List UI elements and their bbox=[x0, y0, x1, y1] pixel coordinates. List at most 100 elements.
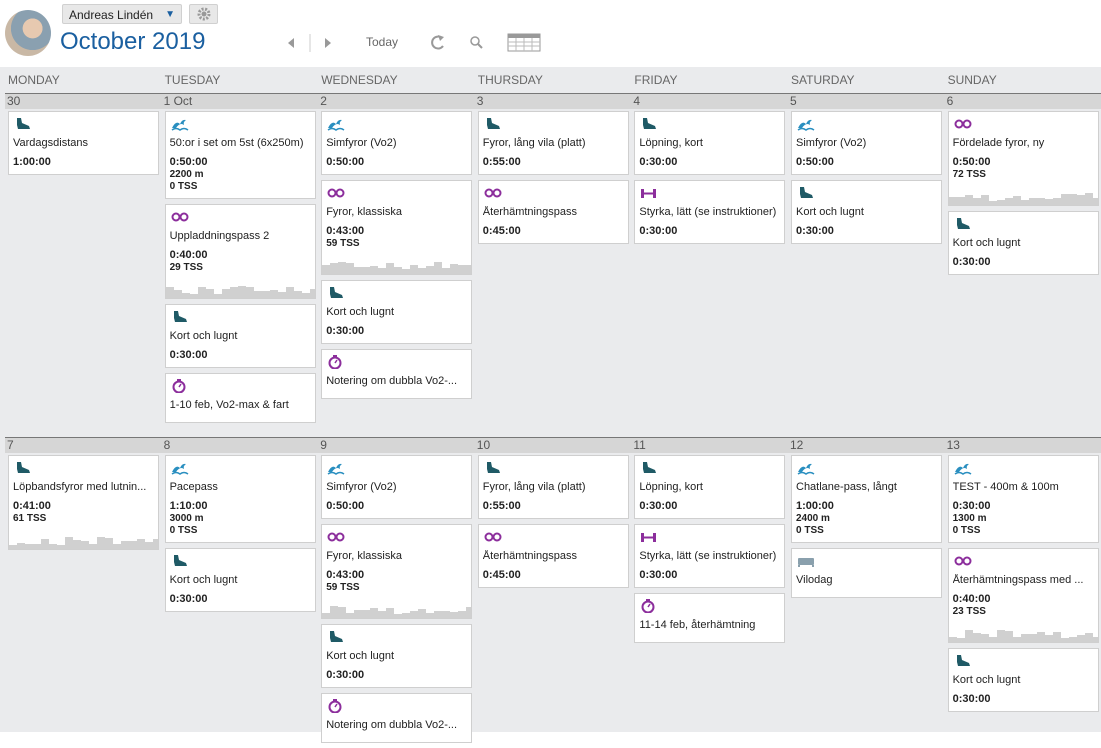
workout-card[interactable]: Återhämtningspass 0:45:00 bbox=[477, 180, 629, 244]
prev-button[interactable] bbox=[288, 38, 294, 48]
workout-title: Uppladdningspass 2 bbox=[169, 230, 270, 242]
duration: 0:40:00 bbox=[169, 249, 208, 261]
workout-card[interactable]: Styrka, lätt (se instruktioner) 0:30:00 bbox=[634, 524, 786, 588]
calendar-button[interactable] bbox=[507, 33, 541, 52]
workout-title: Simfyror (Vo2) bbox=[796, 137, 867, 149]
run-icon bbox=[17, 462, 30, 473]
workout-card[interactable]: Återhämtningspass 0:45:00 bbox=[477, 524, 629, 588]
workout-title: Återhämtningspass bbox=[482, 550, 577, 562]
date-label: 11 bbox=[633, 438, 646, 452]
user-dropdown[interactable]: Andreas Lindén ▼ bbox=[62, 4, 182, 24]
workout-graph bbox=[322, 262, 472, 274]
workout-card[interactable]: Fyror, lång vila (platt) 0:55:00 bbox=[477, 111, 629, 175]
workout-title: TEST - 400m & 100m bbox=[952, 481, 1059, 493]
run-icon bbox=[800, 187, 813, 198]
swim-icon bbox=[327, 463, 345, 475]
tss: 72 TSS bbox=[952, 169, 986, 180]
workout-graph bbox=[948, 630, 1098, 642]
date-label: 1 Oct bbox=[163, 94, 193, 108]
today-button[interactable]: Today bbox=[366, 35, 399, 49]
search-button[interactable] bbox=[470, 36, 483, 49]
day-column: Simfyror (Vo2) 0:50:00 Fyror, klassiska 0:4… bbox=[321, 455, 473, 748]
workout-card[interactable]: Simfyror (Vo2) 0:50:00 bbox=[321, 111, 473, 175]
workout-card[interactable]: Fördelade fyror, ny 0:50:00 72 TSS bbox=[947, 111, 1099, 206]
duration: 0:50:00 bbox=[796, 156, 834, 168]
next-button[interactable] bbox=[325, 38, 331, 48]
workout-title: Simfyror (Vo2) bbox=[326, 137, 397, 149]
duration: 0:50:00 bbox=[169, 156, 208, 168]
workout-title: Pacepass bbox=[169, 481, 218, 493]
swim-icon bbox=[171, 119, 189, 131]
workout-title: Kort och lugnt bbox=[952, 237, 1021, 249]
run-icon bbox=[173, 555, 187, 566]
workout-card[interactable]: Fyror, lång vila (platt) 0:55:00 bbox=[477, 455, 629, 519]
user-name: Andreas Lindén bbox=[69, 8, 154, 22]
date-label: 5 bbox=[790, 94, 797, 108]
distance: 1300 m bbox=[952, 513, 987, 524]
duration: 0:30:00 bbox=[326, 669, 365, 681]
day-column: Simfyror (Vo2) 0:50:00 Fyror, klassiska 0:4… bbox=[321, 111, 473, 404]
date-label: 12 bbox=[790, 438, 804, 452]
workout-card[interactable]: Kort och lugnt 0:30:00 bbox=[164, 548, 316, 612]
workout-title: 50:or i set om 5st (6x250m) bbox=[169, 137, 304, 149]
workout-card[interactable]: Kort och lugnt 0:30:00 bbox=[164, 304, 316, 368]
duration: 0:43:00 bbox=[326, 225, 365, 237]
workout-title: Notering om dubbla Vo2-... bbox=[326, 375, 458, 387]
swim-icon bbox=[171, 463, 189, 475]
tss: 0 TSS bbox=[796, 525, 824, 536]
workout-card[interactable]: Kort och lugnt 0:30:00 bbox=[947, 648, 1099, 712]
workout-card[interactable]: Simfyror (Vo2) 0:50:00 bbox=[321, 455, 473, 519]
workout-card[interactable]: Vilodag bbox=[791, 548, 942, 598]
day-name: SUNDAY bbox=[947, 73, 997, 87]
workout-card[interactable]: Löpning, kort 0:30:00 bbox=[634, 455, 786, 519]
date-label: 13 bbox=[946, 438, 960, 452]
duration: 0:40:00 bbox=[952, 593, 991, 605]
workout-card[interactable]: 50:or i set om 5st (6x250m) 0:50:00 2200 m… bbox=[164, 111, 316, 199]
swim-icon bbox=[954, 463, 972, 475]
swim-icon bbox=[797, 463, 815, 475]
workout-card[interactable]: Styrka, lätt (se instruktioner) 0:30:00 bbox=[634, 180, 786, 244]
workout-card[interactable]: Löpbandsfyror med lutnin... 0:41:00 61 TSS bbox=[8, 455, 159, 550]
workout-card[interactable]: Kort och lugnt 0:30:00 bbox=[321, 624, 473, 688]
run-icon bbox=[643, 462, 657, 473]
workout-card[interactable]: 1-10 feb, Vo2-max & fart bbox=[164, 373, 316, 423]
duration: 0:30:00 bbox=[639, 500, 678, 512]
day-column: Simfyror (Vo2) 0:50:00 Kort och lugnt 0:30:… bbox=[791, 111, 942, 249]
workout-card[interactable]: Simfyror (Vo2) 0:50:00 bbox=[791, 111, 942, 175]
bike-icon bbox=[954, 119, 972, 129]
duration: 0:30:00 bbox=[639, 569, 678, 581]
workout-card[interactable]: Fyror, klassiska 0:43:00 59 TSS bbox=[321, 524, 473, 619]
date-label: 7 bbox=[7, 438, 14, 452]
workout-card[interactable]: Notering om dubbla Vo2-... bbox=[321, 693, 473, 743]
avatar[interactable] bbox=[5, 10, 51, 56]
refresh-button[interactable] bbox=[431, 35, 444, 50]
workout-card[interactable]: Återhämtningspass med ... 0:40:00 23 TSS bbox=[947, 548, 1099, 643]
tss: 29 TSS bbox=[169, 262, 203, 273]
swim-icon bbox=[797, 119, 815, 131]
distance: 3000 m bbox=[169, 513, 204, 524]
bike-icon bbox=[327, 532, 345, 542]
workout-card[interactable]: Notering om dubbla Vo2-... bbox=[321, 349, 473, 399]
duration: 0:45:00 bbox=[482, 569, 521, 581]
workout-card[interactable]: Kort och lugnt 0:30:00 bbox=[947, 211, 1099, 275]
date-label: 2 bbox=[320, 94, 327, 108]
workout-title: Fyror, lång vila (platt) bbox=[482, 481, 586, 493]
workout-graph bbox=[165, 286, 315, 298]
workout-title: Styrka, lätt (se instruktioner) bbox=[639, 206, 777, 218]
workout-card[interactable]: Vardagsdistans 1:00:00 bbox=[8, 111, 159, 175]
workout-card[interactable]: Uppladdningspass 2 0:40:00 29 TSS bbox=[164, 204, 316, 299]
workout-graph bbox=[948, 193, 1098, 205]
workout-card[interactable]: 11-14 feb, återhämtning bbox=[634, 593, 786, 643]
workout-card[interactable]: Kort och lugnt 0:30:00 bbox=[321, 280, 473, 344]
workout-card[interactable]: Löpning, kort 0:30:00 bbox=[634, 111, 786, 175]
duration: 0:50:00 bbox=[326, 500, 365, 512]
workout-card[interactable]: Kort och lugnt 0:30:00 bbox=[791, 180, 942, 244]
settings-button[interactable] bbox=[189, 4, 218, 24]
workout-card[interactable]: Fyror, klassiska 0:43:00 59 TSS bbox=[321, 180, 473, 275]
workout-title: 11-14 feb, återhämtning bbox=[639, 619, 756, 631]
bike-icon bbox=[484, 532, 502, 542]
duration: 0:30:00 bbox=[952, 693, 991, 705]
